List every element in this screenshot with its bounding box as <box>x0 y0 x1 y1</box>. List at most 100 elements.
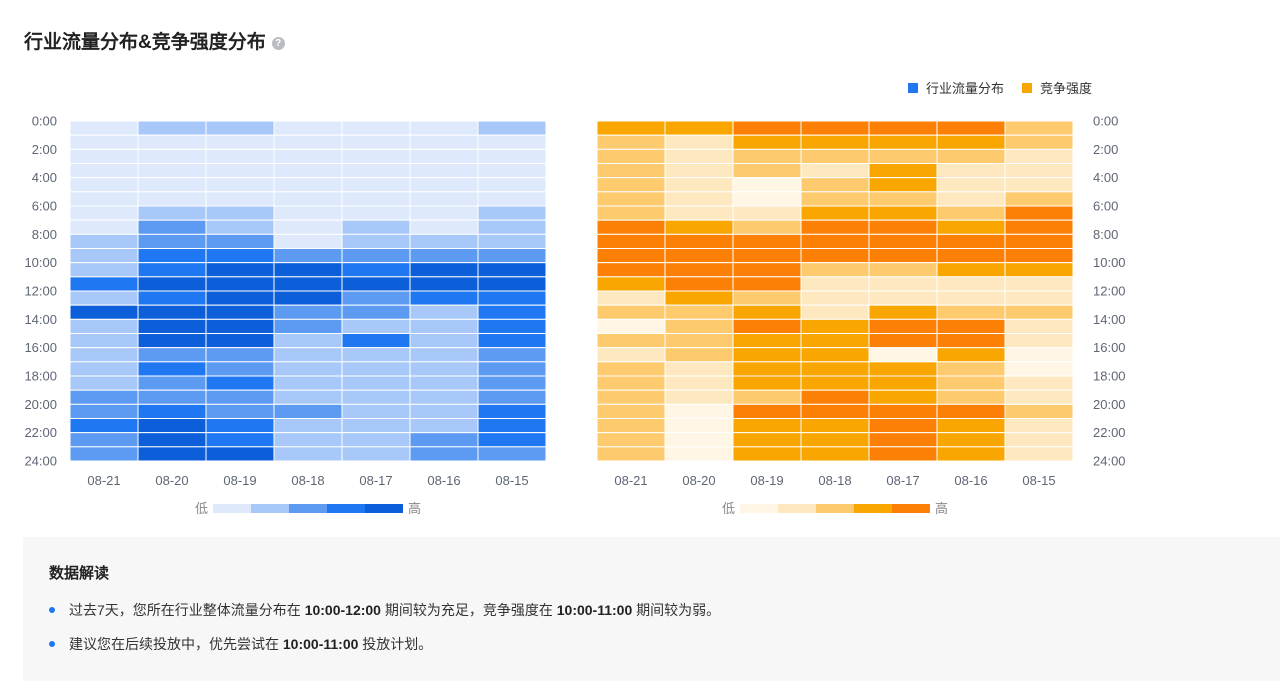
competition-cell-r18-c1[interactable] <box>664 375 734 391</box>
competition-cell-r19-c2[interactable] <box>732 389 802 405</box>
competition-cell-r4-c6[interactable] <box>1004 177 1074 193</box>
traffic-cell-r0-c2[interactable] <box>205 120 275 136</box>
traffic-cell-r13-c5[interactable] <box>409 304 479 320</box>
traffic-cell-r19-c2[interactable] <box>205 389 275 405</box>
competition-cell-r2-c1[interactable] <box>664 148 734 165</box>
competition-cell-r15-c4[interactable] <box>868 333 938 349</box>
competition-cell-r22-c2[interactable] <box>732 432 802 448</box>
traffic-cell-r10-c3[interactable] <box>273 262 343 278</box>
competition-cell-r17-c4[interactable] <box>868 361 938 377</box>
competition-cell-r10-c1[interactable] <box>664 262 734 278</box>
competition-cell-r21-c3[interactable] <box>800 418 870 434</box>
competition-cell-r11-c1[interactable] <box>664 276 734 292</box>
traffic-cell-r15-c1[interactable] <box>137 333 207 349</box>
competition-cell-r10-c2[interactable] <box>732 262 802 278</box>
traffic-cell-r21-c2[interactable] <box>205 418 275 434</box>
traffic-cell-r18-c3[interactable] <box>273 375 343 391</box>
traffic-cell-r6-c3[interactable] <box>273 205 343 221</box>
competition-cell-r1-c3[interactable] <box>800 134 870 150</box>
traffic-cell-r21-c3[interactable] <box>273 418 343 434</box>
traffic-cell-r11-c2[interactable] <box>205 276 275 292</box>
traffic-cell-r9-c2[interactable] <box>205 248 275 264</box>
traffic-cell-r22-c0[interactable] <box>69 432 139 448</box>
traffic-cell-r3-c3[interactable] <box>273 163 343 179</box>
competition-cell-r1-c5[interactable] <box>936 134 1006 150</box>
traffic-cell-r17-c6[interactable] <box>477 361 547 377</box>
traffic-cell-r1-c6[interactable] <box>477 134 547 150</box>
traffic-cell-r5-c1[interactable] <box>137 191 207 207</box>
traffic-cell-r9-c5[interactable] <box>409 248 479 264</box>
competition-cell-r8-c1[interactable] <box>664 233 734 250</box>
traffic-cell-r10-c1[interactable] <box>137 262 207 278</box>
traffic-cell-r17-c1[interactable] <box>137 361 207 377</box>
traffic-cell-r11-c6[interactable] <box>477 276 547 292</box>
traffic-cell-r9-c4[interactable] <box>341 248 411 264</box>
traffic-cell-r13-c0[interactable] <box>69 304 139 320</box>
traffic-cell-r14-c0[interactable] <box>69 318 139 335</box>
traffic-cell-r0-c4[interactable] <box>341 120 411 136</box>
competition-cell-r1-c0[interactable] <box>596 134 666 150</box>
traffic-cell-r3-c6[interactable] <box>477 163 547 179</box>
traffic-cell-r23-c6[interactable] <box>477 446 547 462</box>
competition-cell-r4-c2[interactable] <box>732 177 802 193</box>
traffic-cell-r5-c3[interactable] <box>273 191 343 207</box>
competition-cell-r16-c3[interactable] <box>800 347 870 363</box>
traffic-cell-r20-c2[interactable] <box>205 403 275 419</box>
traffic-cell-r12-c4[interactable] <box>341 290 411 306</box>
traffic-cell-r0-c5[interactable] <box>409 120 479 136</box>
traffic-cell-r4-c5[interactable] <box>409 177 479 193</box>
traffic-cell-r21-c0[interactable] <box>69 418 139 434</box>
competition-cell-r19-c6[interactable] <box>1004 389 1074 405</box>
traffic-cell-r3-c0[interactable] <box>69 163 139 179</box>
competition-cell-r3-c0[interactable] <box>596 163 666 179</box>
competition-cell-r13-c3[interactable] <box>800 304 870 320</box>
traffic-cell-r10-c4[interactable] <box>341 262 411 278</box>
competition-cell-r13-c0[interactable] <box>596 304 666 320</box>
competition-cell-r17-c6[interactable] <box>1004 361 1074 377</box>
traffic-cell-r10-c6[interactable] <box>477 262 547 278</box>
competition-cell-r14-c0[interactable] <box>596 318 666 335</box>
traffic-cell-r7-c1[interactable] <box>137 219 207 235</box>
competition-cell-r7-c5[interactable] <box>936 219 1006 235</box>
competition-cell-r21-c1[interactable] <box>664 418 734 434</box>
competition-cell-r9-c0[interactable] <box>596 248 666 264</box>
traffic-cell-r5-c0[interactable] <box>69 191 139 207</box>
traffic-cell-r21-c1[interactable] <box>137 418 207 434</box>
traffic-cell-r0-c3[interactable] <box>273 120 343 136</box>
competition-cell-r1-c1[interactable] <box>664 134 734 150</box>
traffic-cell-r2-c6[interactable] <box>477 148 547 165</box>
competition-cell-r16-c2[interactable] <box>732 347 802 363</box>
competition-cell-r23-c6[interactable] <box>1004 446 1074 462</box>
traffic-cell-r15-c6[interactable] <box>477 333 547 349</box>
competition-cell-r8-c2[interactable] <box>732 233 802 250</box>
traffic-cell-r17-c2[interactable] <box>205 361 275 377</box>
competition-cell-r19-c0[interactable] <box>596 389 666 405</box>
traffic-cell-r2-c3[interactable] <box>273 148 343 165</box>
traffic-cell-r2-c1[interactable] <box>137 148 207 165</box>
traffic-cell-r2-c4[interactable] <box>341 148 411 165</box>
competition-cell-r6-c6[interactable] <box>1004 205 1074 221</box>
competition-cell-r3-c2[interactable] <box>732 163 802 179</box>
competition-cell-r14-c6[interactable] <box>1004 318 1074 335</box>
traffic-cell-r5-c2[interactable] <box>205 191 275 207</box>
competition-cell-r17-c2[interactable] <box>732 361 802 377</box>
traffic-cell-r12-c0[interactable] <box>69 290 139 306</box>
traffic-cell-r14-c4[interactable] <box>341 318 411 335</box>
competition-cell-r7-c2[interactable] <box>732 219 802 235</box>
traffic-cell-r0-c6[interactable] <box>477 120 547 136</box>
traffic-cell-r8-c0[interactable] <box>69 233 139 250</box>
competition-cell-r10-c3[interactable] <box>800 262 870 278</box>
traffic-cell-r5-c6[interactable] <box>477 191 547 207</box>
competition-cell-r23-c0[interactable] <box>596 446 666 462</box>
competition-cell-r5-c6[interactable] <box>1004 191 1074 207</box>
traffic-cell-r8-c5[interactable] <box>409 233 479 250</box>
competition-cell-r12-c5[interactable] <box>936 290 1006 306</box>
traffic-cell-r9-c6[interactable] <box>477 248 547 264</box>
traffic-cell-r21-c6[interactable] <box>477 418 547 434</box>
competition-cell-r21-c6[interactable] <box>1004 418 1074 434</box>
competition-cell-r20-c3[interactable] <box>800 403 870 419</box>
competition-cell-r13-c1[interactable] <box>664 304 734 320</box>
traffic-cell-r1-c4[interactable] <box>341 134 411 150</box>
traffic-cell-r14-c5[interactable] <box>409 318 479 335</box>
traffic-cell-r6-c0[interactable] <box>69 205 139 221</box>
